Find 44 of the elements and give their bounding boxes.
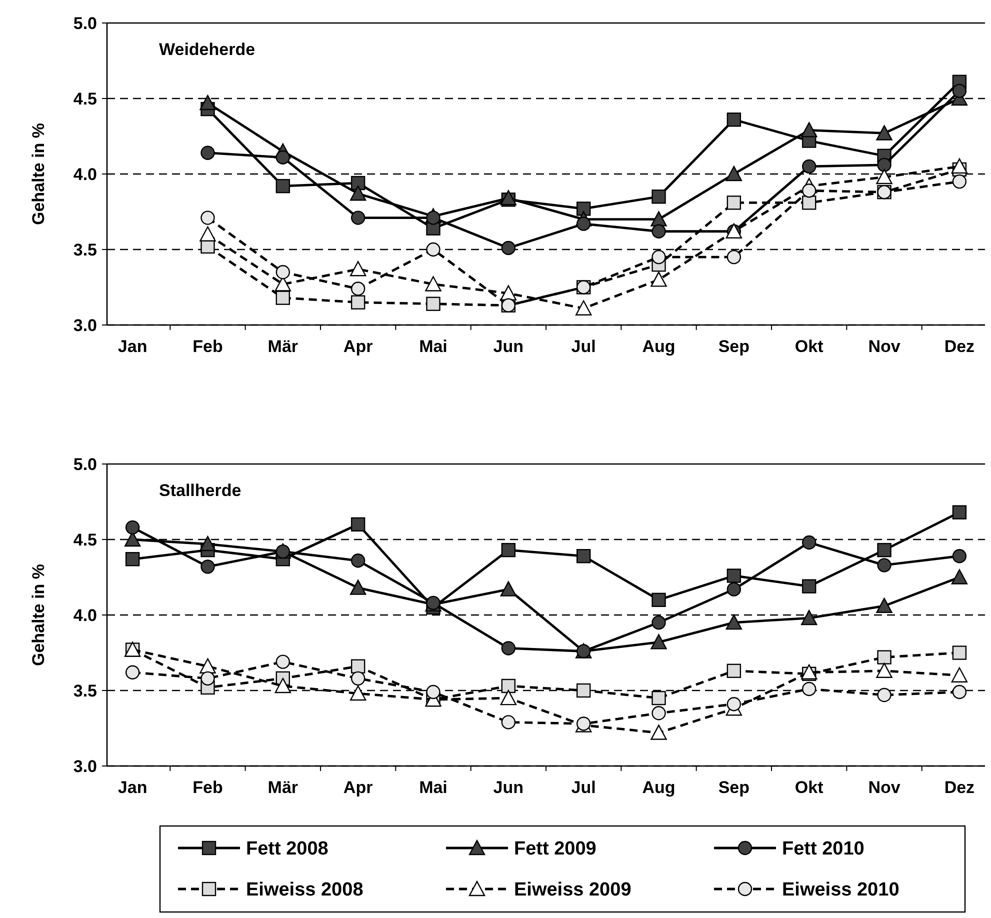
x-tick-label: Dez <box>944 337 975 356</box>
x-tick-label: Jan <box>118 778 148 797</box>
x-tick-label: Aug <box>642 778 676 797</box>
legend-label: Eiweiss 2010 <box>782 880 900 901</box>
x-tick-label: Nov <box>868 778 901 797</box>
legend-label: Eiweiss 2008 <box>246 880 364 901</box>
legend-label: Fett 2008 <box>246 838 328 860</box>
y-axis-title: Gehalte in % <box>29 564 48 666</box>
y-tick-label: 5.0 <box>73 454 97 474</box>
text: Weideherde <box>159 40 256 59</box>
x-tick-label: Jun <box>493 778 524 797</box>
x-tick-label: Sep <box>718 337 750 356</box>
x-tick-label: Dez <box>944 778 975 797</box>
x-tick-label: Apr <box>343 337 374 356</box>
y-tick-label: 3.5 <box>73 681 97 700</box>
text: Stallherde <box>159 481 242 500</box>
y-tick-label: 3.0 <box>73 756 97 776</box>
x-tick-label: Okt <box>794 778 824 797</box>
x-tick-label: Jul <box>571 337 596 356</box>
legend-label: Eiweiss 2009 <box>514 880 632 901</box>
x-tick-label: Jun <box>493 337 524 356</box>
x-tick-label: Apr <box>343 778 374 797</box>
x-tick-label: Nov <box>868 337 901 356</box>
y-tick-label: 3.5 <box>73 240 97 260</box>
x-tick-label: Okt <box>794 337 824 356</box>
legend-label: Fett 2009 <box>514 838 596 860</box>
x-tick-label: Mär <box>268 337 298 356</box>
x-tick-label: Jul <box>571 778 596 797</box>
y-tick-label: 4.5 <box>73 530 97 550</box>
x-tick-label: Jan <box>118 337 148 356</box>
y-tick-label: 4.0 <box>73 164 97 184</box>
legend-label: Fett 2010 <box>782 838 864 860</box>
x-tick-label: Sep <box>718 778 750 797</box>
y-tick-label: 4.5 <box>73 89 97 108</box>
y-tick-label: 5.0 <box>73 14 97 33</box>
x-tick-label: Mai <box>419 778 448 797</box>
x-tick-label: Feb <box>192 778 223 797</box>
y-tick-label: 3.0 <box>73 316 97 335</box>
y-tick-label: 4.0 <box>73 606 97 625</box>
y-axis-title: Gehalte in % <box>29 122 48 226</box>
x-tick-label: Mär <box>268 778 298 797</box>
x-tick-label: Aug <box>642 337 676 356</box>
x-tick-label: Feb <box>192 337 223 356</box>
x-tick-label: Mai <box>419 337 448 356</box>
